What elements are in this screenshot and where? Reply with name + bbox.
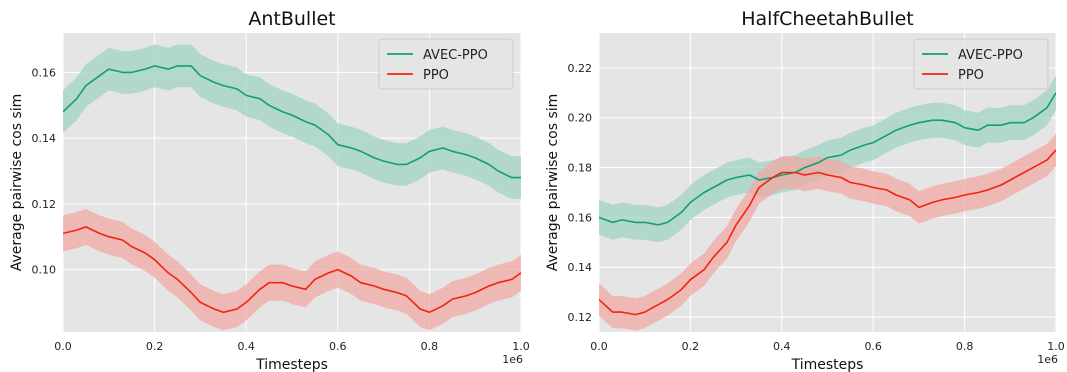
x-offset-label: 1e6 [1037, 353, 1058, 366]
x-tick-label: 0.4 [773, 340, 791, 353]
series-line-ppo [63, 226, 521, 314]
y-axis-label: Average pairwise cos sim [9, 94, 25, 272]
plot-series-group [63, 44, 521, 331]
chart-title: HalfCheetahBullet [741, 8, 914, 30]
legend-box [378, 38, 514, 90]
x-tick-label: 0.6 [864, 340, 882, 353]
x-axis-label: Timesteps [255, 357, 328, 372]
chart-title: AntBullet [248, 8, 335, 30]
y-tick-label: 0.18 [568, 162, 593, 175]
x-tick-label: 0.8 [956, 340, 974, 353]
x-tick-label: 1.0 [512, 340, 530, 353]
chart-panel-2: 0.0 0.2 0.4 0.6 0.8 1.0 0.12 0.14 0.16 0.18 0.20 0.… [545, 8, 1065, 372]
y-tick-label: 0.16 [568, 211, 593, 224]
x-tick-label: 0.0 [590, 340, 608, 353]
series-band-avec-ppo [63, 44, 521, 199]
legend: AVEC-PPO PPO [378, 38, 514, 90]
x-tick-label: 0.2 [146, 340, 164, 353]
y-tick-label: 0.10 [32, 264, 57, 277]
series-band-ppo [599, 133, 1056, 331]
legend-label-avec-ppo: AVEC-PPO [423, 48, 488, 63]
chart-panel-1: 0.0 0.2 0.4 0.6 0.8 1.0 0.10 0.12 0.14 0.16 1e6 Ant… [9, 8, 530, 372]
y-tick-label: 0.12 [32, 198, 57, 211]
series-line-avec-ppo [63, 65, 521, 179]
y-axis-label: Average pairwise cos sim [545, 94, 561, 272]
series-line-avec-ppo [599, 92, 1056, 226]
legend: AVEC-PPO PPO [913, 38, 1049, 90]
x-tick-label: 0.0 [54, 340, 72, 353]
x-tick-label: 1.0 [1047, 340, 1065, 353]
x-offset-label: 1e6 [502, 353, 523, 366]
legend-box [913, 38, 1049, 90]
y-tick-label: 0.20 [568, 112, 593, 125]
series-band-ppo [63, 208, 521, 331]
y-tick-label: 0.16 [32, 66, 57, 79]
y-tick-label: 0.14 [32, 132, 57, 145]
plot-series-group [599, 75, 1056, 331]
x-tick-label: 0.2 [682, 340, 700, 353]
x-tick-label: 0.6 [329, 340, 347, 353]
legend-label-ppo: PPO [958, 68, 984, 83]
legend-label-avec-ppo: AVEC-PPO [958, 48, 1023, 63]
y-tick-label: 0.22 [568, 62, 593, 75]
series-line-ppo [599, 149, 1056, 316]
legend-label-ppo: PPO [423, 68, 449, 83]
x-axis-label: Timesteps [791, 357, 864, 372]
x-tick-label: 0.8 [421, 340, 439, 353]
y-tick-label: 0.12 [568, 311, 593, 324]
y-tick-label: 0.14 [568, 261, 593, 274]
x-tick-label: 0.4 [237, 340, 255, 353]
